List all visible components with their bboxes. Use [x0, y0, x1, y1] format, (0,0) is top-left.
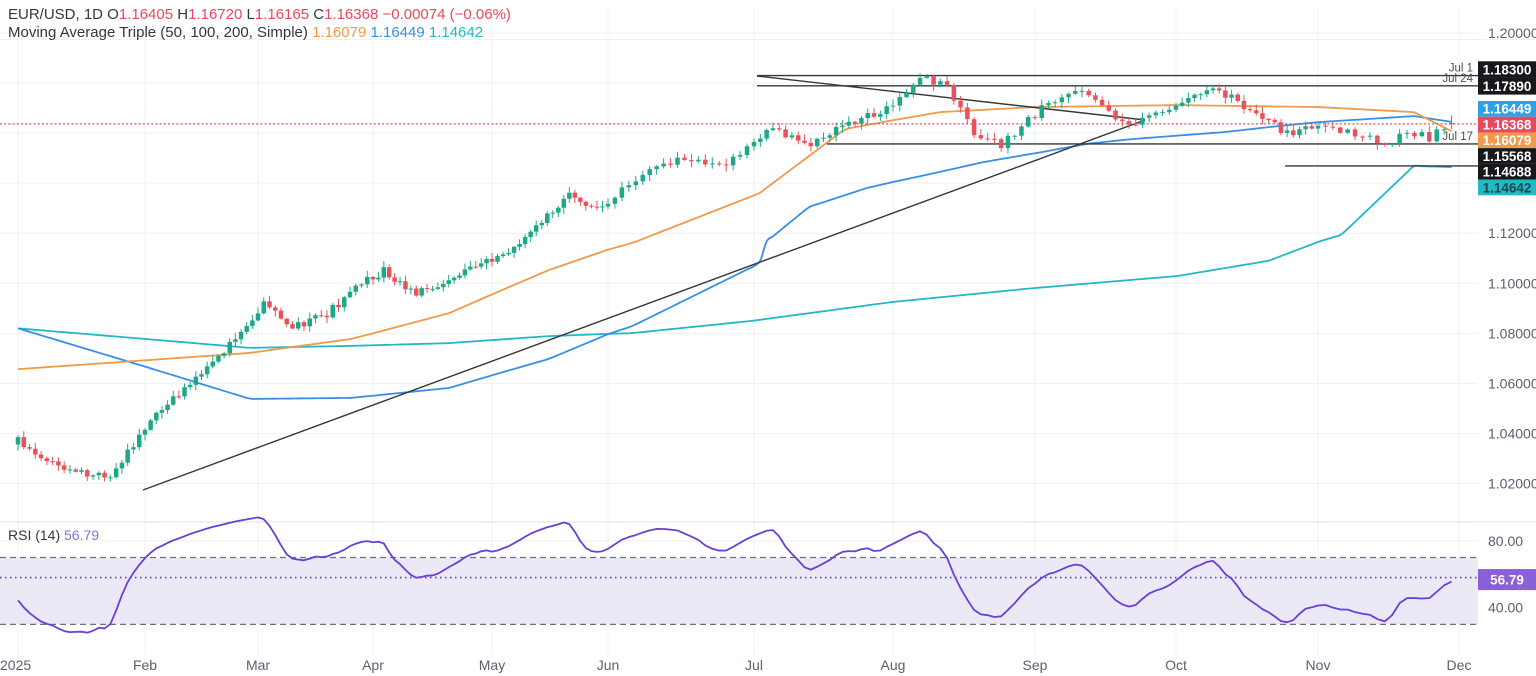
svg-text:1.15568: 1.15568 [1483, 149, 1532, 164]
svg-text:1.17890: 1.17890 [1483, 79, 1532, 94]
svg-text:2025: 2025 [0, 657, 31, 673]
svg-text:1.16368: 1.16368 [1483, 117, 1532, 132]
svg-text:1.04000: 1.04000 [1488, 425, 1536, 441]
svg-text:1.06000: 1.06000 [1488, 375, 1536, 391]
svg-text:Sep: Sep [1023, 657, 1048, 673]
svg-text:Dec: Dec [1447, 657, 1472, 673]
svg-text:May: May [479, 657, 505, 673]
svg-text:1.14688: 1.14688 [1483, 165, 1532, 180]
svg-text:Feb: Feb [133, 657, 157, 673]
svg-text:40.00: 40.00 [1488, 600, 1523, 616]
svg-text:EUR/USD, 1D O1.16405 H1.16: EUR/USD, 1D O1.16405 H1.16720 L1.16165 C… [8, 6, 511, 23]
svg-text:Aug: Aug [881, 657, 906, 673]
svg-text:1.16449: 1.16449 [1483, 102, 1532, 117]
svg-text:RSI (14) 56.79: RSI (14) 56.79 [8, 527, 99, 543]
svg-text:Nov: Nov [1306, 657, 1331, 673]
svg-text:1.20000: 1.20000 [1488, 25, 1536, 41]
svg-text:Jul: Jul [745, 657, 763, 673]
svg-text:56.79: 56.79 [1490, 572, 1524, 587]
svg-text:1.08000: 1.08000 [1488, 325, 1536, 341]
svg-text:Apr: Apr [362, 657, 384, 673]
svg-text:Jul 17: Jul 17 [1442, 131, 1473, 143]
svg-text:1.10000: 1.10000 [1488, 275, 1536, 291]
svg-text:1.16079: 1.16079 [1483, 133, 1532, 148]
svg-text:Moving Average Triple (50, 100: Moving Average Triple (50, 100, 200, Sim… [8, 24, 483, 41]
svg-text:1.18300: 1.18300 [1483, 62, 1532, 77]
svg-text:1.02000: 1.02000 [1488, 476, 1536, 492]
svg-text:Oct: Oct [1165, 657, 1187, 673]
svg-text:80.00: 80.00 [1488, 533, 1523, 549]
svg-text:Jul 24: Jul 24 [1442, 73, 1473, 85]
svg-text:Mar: Mar [246, 657, 270, 673]
svg-text:1.12000: 1.12000 [1488, 225, 1536, 241]
svg-text:1.14642: 1.14642 [1483, 180, 1532, 195]
svg-text:Jun: Jun [597, 657, 620, 673]
